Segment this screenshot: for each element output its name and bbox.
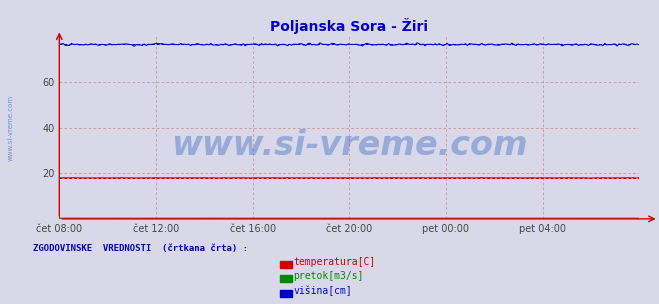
Text: temperatura[C]: temperatura[C] [293,257,376,267]
Title: Poljanska Sora - Žiri: Poljanska Sora - Žiri [270,18,428,34]
Text: pretok[m3/s]: pretok[m3/s] [293,271,364,282]
Text: www.si-vreme.com: www.si-vreme.com [171,130,528,162]
Text: ZGODOVINSKE  VREDNOSTI  (črtkana črta) :: ZGODOVINSKE VREDNOSTI (črtkana črta) : [33,244,248,253]
Text: višina[cm]: višina[cm] [293,285,352,296]
Text: www.si-vreme.com: www.si-vreme.com [8,95,14,161]
